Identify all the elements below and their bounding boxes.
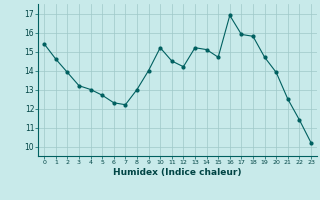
X-axis label: Humidex (Indice chaleur): Humidex (Indice chaleur) xyxy=(113,168,242,177)
